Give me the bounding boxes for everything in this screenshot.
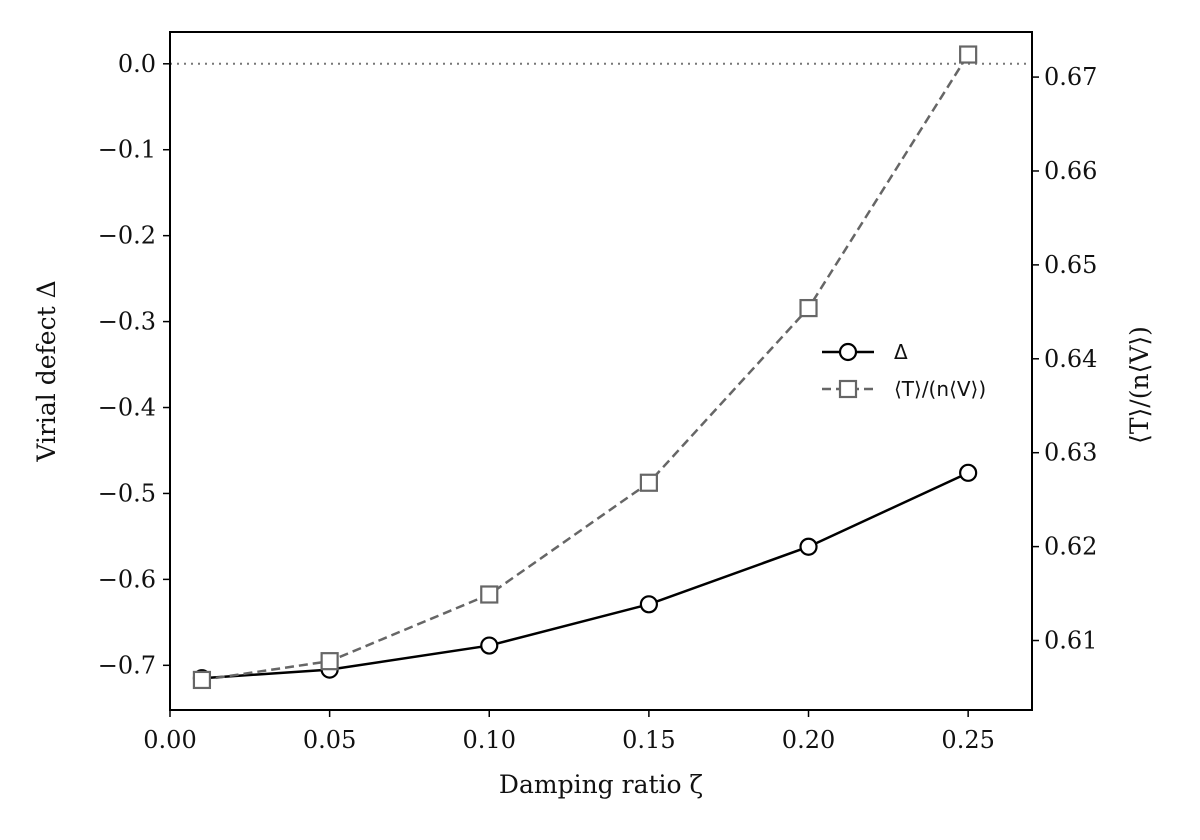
left-y-tick-label: −0.1 — [98, 136, 156, 164]
x-axis-label: Damping ratio ζ — [499, 770, 703, 799]
legend-marker-1 — [838, 379, 858, 399]
legend-entry-0: Δ — [822, 340, 908, 364]
series-1-line — [201, 53, 970, 682]
right-y-axis-label: ⟨T⟩/(n⟨V⟩) — [1125, 326, 1154, 444]
left-y-tick-label: −0.7 — [98, 651, 156, 679]
x-tick-label: 0.20 — [782, 726, 835, 754]
right-y-tick-label: 0.61 — [1044, 627, 1097, 655]
left-y-tick-label: −0.2 — [98, 222, 156, 250]
right-y-tick-label: 0.67 — [1044, 63, 1097, 91]
ticks-layer: 0.00 0.05 0.10 0.15 0.20 0.25 0.0 −0.1 −0.2 −0.3 −… — [98, 50, 1098, 754]
series-0-line — [201, 471, 969, 680]
left-y-tick-label: −0.4 — [98, 394, 156, 422]
series-1-point — [639, 473, 658, 492]
series-1-point — [959, 45, 978, 64]
series-0-point — [799, 537, 818, 556]
left-y-tick-label: 0.0 — [118, 50, 156, 78]
series-1-point — [799, 298, 818, 318]
legend-entry-1: ⟨T⟩/(n⟨V⟩) — [822, 377, 986, 401]
series-1-group — [192, 45, 978, 690]
left-y-tick-label: −0.5 — [98, 479, 156, 507]
x-tick-label: 0.05 — [303, 726, 356, 754]
left-y-tick-label: −0.3 — [98, 308, 156, 336]
legend-marker-0 — [838, 342, 858, 362]
series-0-point — [959, 463, 978, 482]
right-y-tick-label: 0.62 — [1044, 533, 1097, 561]
left-y-tick-label: −0.6 — [98, 565, 156, 593]
series-1-point — [480, 585, 499, 604]
series-1-point — [320, 652, 339, 671]
right-y-tick-label: 0.65 — [1044, 251, 1097, 279]
x-tick-label: 0.10 — [463, 726, 516, 754]
series-0-group — [192, 463, 978, 688]
right-y-tick-label: 0.63 — [1044, 439, 1097, 467]
x-tick-label: 0.00 — [143, 726, 196, 754]
legend-label-1: ⟨T⟩/(n⟨V⟩) — [894, 377, 986, 401]
x-tick-label: 0.25 — [941, 726, 994, 754]
legend: Δ ⟨T⟩/(n⟨V⟩) — [822, 340, 986, 401]
right-y-tick-label: 0.64 — [1044, 345, 1097, 373]
left-y-axis-label: Virial defect Δ — [32, 280, 61, 462]
series-0-point — [480, 636, 499, 655]
plot-frame — [169, 31, 1033, 711]
right-y-tick-label: 0.66 — [1044, 157, 1097, 185]
series-layer — [192, 45, 978, 690]
legend-label-0: Δ — [894, 340, 908, 364]
series-1-point — [192, 670, 212, 690]
series-0-point — [639, 595, 658, 614]
x-tick-label: 0.15 — [622, 726, 675, 754]
